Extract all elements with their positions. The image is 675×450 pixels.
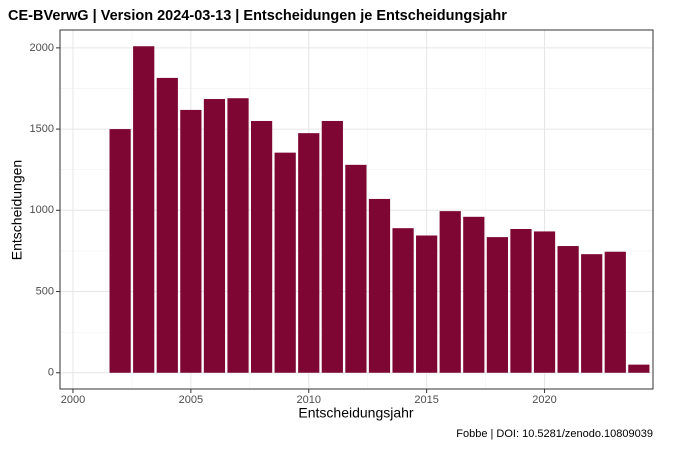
bar <box>628 364 650 373</box>
bar <box>533 231 556 373</box>
bar <box>345 164 367 373</box>
bar <box>156 77 178 373</box>
y-tick-label: 2000 <box>30 42 54 54</box>
bar <box>203 99 226 373</box>
y-tick-label: 0 <box>48 367 54 379</box>
bar <box>392 228 414 373</box>
y-tick-label: 1500 <box>30 123 54 135</box>
bar <box>510 228 532 373</box>
bar <box>227 98 249 373</box>
chart-title: CE-BVerwG | Version 2024-03-13 | Entsche… <box>8 8 507 24</box>
x-tick-label: 2015 <box>414 394 438 406</box>
panel-border <box>59 29 654 390</box>
bar <box>250 120 273 373</box>
x-tick-label: 2010 <box>297 394 321 406</box>
y-tick-label: 500 <box>36 285 54 297</box>
bar <box>439 211 461 373</box>
bar <box>298 133 320 373</box>
x-tick-label: 2020 <box>532 394 556 406</box>
caption: Fobbe | DOI: 10.5281/zenodo.10809039 <box>456 428 653 440</box>
bar <box>109 129 131 373</box>
bar <box>581 254 603 373</box>
x-tick-label: 2000 <box>61 394 85 406</box>
y-axis-label: Entscheidungen <box>9 160 25 260</box>
bar <box>557 246 579 373</box>
bar <box>133 46 155 373</box>
bar <box>180 109 202 373</box>
bar <box>486 237 508 373</box>
bar <box>274 152 296 373</box>
bar <box>416 235 438 373</box>
y-tick-label: 1000 <box>30 204 54 216</box>
bar <box>604 251 626 373</box>
bar <box>321 120 343 373</box>
x-axis-label: Entscheidungsjahr <box>298 405 414 421</box>
x-tick-label: 2005 <box>179 394 203 406</box>
bar <box>368 198 391 373</box>
bar <box>463 216 485 373</box>
